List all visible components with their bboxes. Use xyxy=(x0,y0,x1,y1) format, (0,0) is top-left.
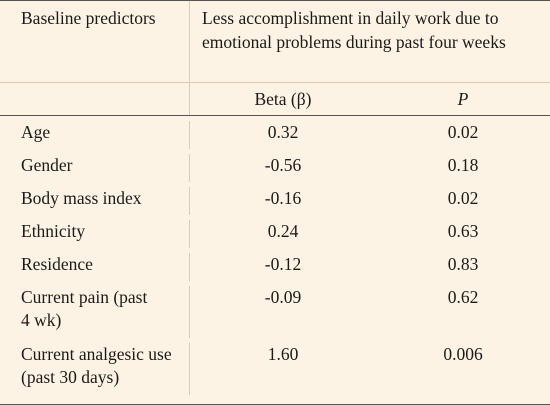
p-cell: 0.83 xyxy=(447,254,479,274)
beta-cell: -0.16 xyxy=(264,188,302,208)
table-row: Residence -0.12 0.83 xyxy=(0,248,550,281)
beta-cell: -0.12 xyxy=(264,254,302,274)
predictor-cell: Ethnicity xyxy=(0,220,190,248)
predictor-column-header: Baseline predictors xyxy=(0,1,190,82)
header-row: Baseline predictors Less accomplishment … xyxy=(0,1,550,83)
p-cell: 0.62 xyxy=(447,287,479,307)
table-row: Current pain (past 4 wk) -0.09 0.62 xyxy=(0,281,550,338)
beta-column-header: Beta (β) xyxy=(254,89,312,109)
p-cell: 0.006 xyxy=(443,344,483,364)
beta-cell: -0.56 xyxy=(264,155,302,175)
p-cell: 0.18 xyxy=(447,155,479,175)
table-row: Ethnicity 0.24 0.63 xyxy=(0,215,550,248)
predictor-cell: Current analgesic use (past 30 days) xyxy=(0,343,190,395)
p-column-header: P xyxy=(457,89,469,109)
beta-cell: 0.32 xyxy=(267,122,299,142)
subheader-spacer xyxy=(0,83,190,115)
outcome-column-header: Less accomplishment in daily work due to… xyxy=(202,8,506,52)
predictor-cell: Gender xyxy=(0,154,190,182)
p-cell: 0.02 xyxy=(447,188,479,208)
predictor-cell: Body mass index xyxy=(0,187,190,215)
predictor-cell: Current pain (past 4 wk) xyxy=(0,286,190,338)
beta-cell: 0.24 xyxy=(267,221,299,241)
predictor-cell: Residence xyxy=(0,253,190,281)
predictor-cell: Age xyxy=(0,121,190,149)
table-row: Body mass index -0.16 0.02 xyxy=(0,182,550,215)
table-row: Age 0.32 0.02 xyxy=(0,116,550,149)
p-cell: 0.63 xyxy=(447,221,479,241)
p-cell: 0.02 xyxy=(447,122,479,142)
beta-cell: 1.60 xyxy=(267,344,299,364)
beta-cell: -0.09 xyxy=(264,287,302,307)
table-row: Current analgesic use (past 30 days) 1.6… xyxy=(0,338,550,395)
table-row: Gender -0.56 0.18 xyxy=(0,149,550,182)
subheader-row: Beta (β) P xyxy=(0,83,550,116)
